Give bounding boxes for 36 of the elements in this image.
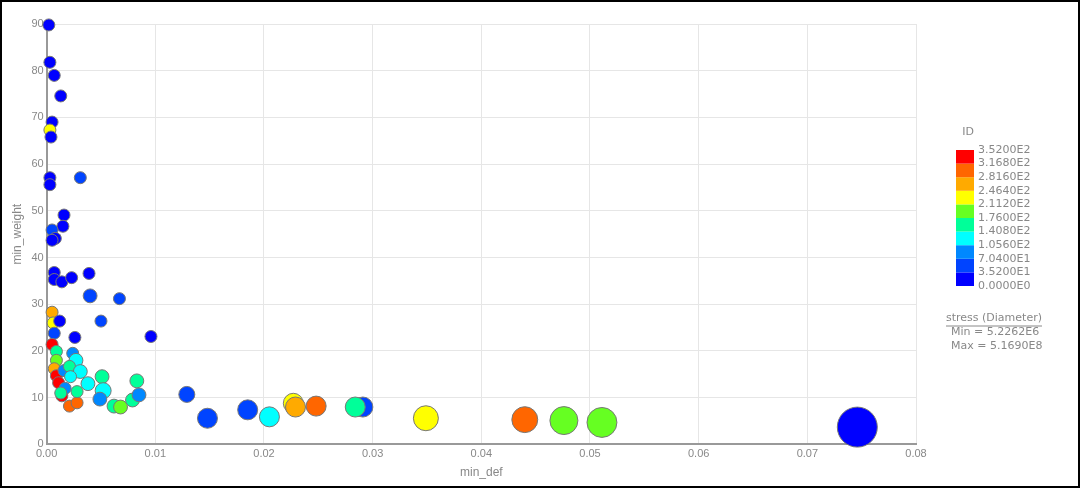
y-tick-label: 20 [31, 344, 44, 357]
text: Max = 5.1690E8 [951, 338, 1043, 352]
x-tick-label: 0.06 [687, 447, 710, 460]
color-bar-label: 1.7600E2 [978, 210, 1031, 224]
x-axis-title: min_def [459, 465, 504, 480]
x-tick-label: 0.04 [470, 447, 493, 460]
y-tick-label: 10 [31, 390, 44, 403]
y-axis-title: min_weight [9, 203, 24, 265]
y-tick-label: 60 [31, 157, 44, 170]
color-bar-label: 0.0000E0 [978, 278, 1031, 292]
color-bar-title: ID [962, 124, 974, 138]
color-bar-label: 7.0400E1 [978, 251, 1031, 265]
x-tick-label: 0.01 [144, 447, 167, 460]
x-tick-label: 0.02 [253, 447, 275, 460]
color-bar-label: 3.1680E2 [978, 156, 1031, 170]
color-bar-label: 2.1120E2 [978, 197, 1031, 211]
x-tick-label: 0.07 [796, 447, 819, 460]
text: Min = 5.2262E6 [951, 324, 1040, 338]
color-bar-label: 2.4640E2 [978, 183, 1031, 197]
color-bar-label: 3.5200E2 [978, 142, 1031, 156]
x-tick-label: 0.03 [361, 447, 384, 460]
legend-title: stress (Diameter) [946, 310, 1042, 324]
y-tick-label: 70 [31, 110, 44, 123]
x-tick-label: 0.08 [905, 447, 927, 460]
x-tick-label: 0.05 [579, 447, 601, 460]
y-tick-label: 80 [31, 63, 44, 76]
color-bar-label: 1.4080E2 [978, 224, 1031, 238]
color-bar-label: 1.0560E2 [978, 238, 1031, 252]
x-tick-label: 0.00 [35, 447, 58, 460]
y-tick-label: 50 [31, 203, 44, 216]
y-tick-label: 40 [31, 250, 44, 263]
y-tick-label: 30 [31, 297, 44, 310]
color-bar-label: 3.5200E1 [978, 265, 1031, 279]
y-tick-label: 0 [37, 437, 44, 450]
color-bar-label: 2.8160E2 [978, 170, 1031, 184]
y-tick-label: 90 [31, 17, 44, 30]
